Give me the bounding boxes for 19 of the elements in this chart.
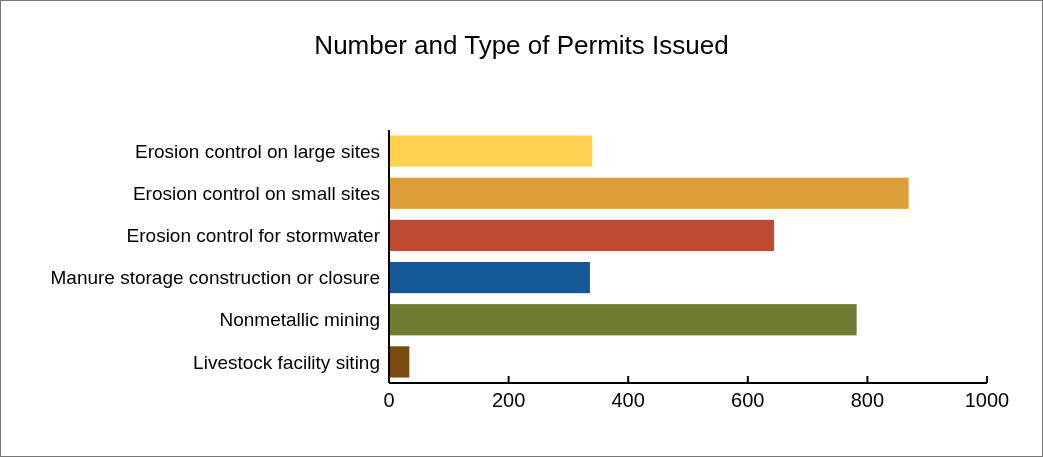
y-tick-label: Erosion control for stormwater (126, 225, 381, 247)
y-tick-label: Nonmetallic mining (219, 309, 380, 331)
y-tick-label: Erosion control on large sites (134, 140, 380, 162)
y-tick-label: Erosion control on small sites (132, 182, 380, 204)
x-tick-label: 600 (731, 389, 765, 411)
chart-title: Number and Type of Permits Issued (314, 30, 729, 60)
bar (389, 219, 775, 252)
y-tick-label: Livestock facility siting (193, 351, 380, 373)
x-tick-label: 0 (383, 389, 395, 411)
x-tick-label: 1000 (964, 389, 1010, 411)
x-tick-label: 800 (850, 389, 885, 411)
x-tick-label: 400 (611, 389, 645, 411)
bar (389, 346, 410, 378)
bar (389, 135, 593, 167)
bar (389, 177, 909, 209)
x-tick-label: 200 (491, 389, 526, 411)
y-tick-label: Manure storage construction or closure (50, 267, 380, 289)
bar (389, 304, 857, 336)
bar (389, 261, 590, 294)
